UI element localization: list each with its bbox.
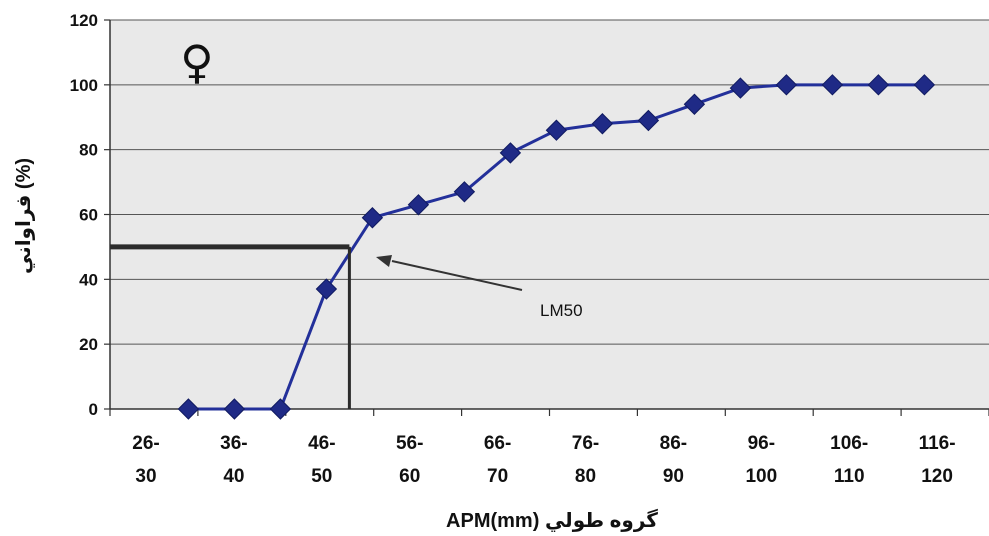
- x-tick-label-bottom: 30: [135, 466, 156, 487]
- y-axis-ticks: 0 20 40 60 80 100 120: [70, 11, 110, 419]
- data-point-marker: [821, 74, 844, 96]
- data-series: [177, 74, 936, 420]
- y-tick-label: 100: [70, 76, 98, 95]
- x-tick-label-bottom: 110: [834, 466, 865, 487]
- y-tick-label: 80: [79, 141, 98, 160]
- gridlines: [109, 19, 989, 410]
- x-tick-label-bottom: 50: [311, 466, 332, 487]
- x-tick-label-top: 116-: [919, 433, 956, 454]
- data-point-marker: [407, 194, 430, 216]
- data-point-marker: [683, 93, 706, 115]
- y-tick-label: 0: [89, 400, 98, 419]
- y-axis-title: (%) فراواني: [13, 158, 36, 274]
- data-point-marker: [361, 207, 384, 229]
- x-tick-label-bottom: 40: [223, 466, 244, 487]
- x-tick-label-top: 36-: [220, 433, 247, 454]
- data-point-marker: [223, 398, 246, 420]
- x-tick-label-top: 76-: [572, 433, 599, 454]
- data-point-marker: [867, 74, 890, 96]
- data-point-marker: [913, 74, 936, 96]
- data-point-marker: [591, 113, 614, 135]
- x-tick-label-top: 106-: [830, 433, 868, 454]
- lm50-reference: [110, 244, 523, 409]
- data-point-marker: [315, 278, 338, 300]
- data-point-marker: [545, 119, 568, 141]
- x-tick-label-top: 66-: [484, 433, 511, 454]
- annotation-arrow-line: [391, 260, 523, 291]
- x-tick-label-bottom: 80: [575, 466, 596, 487]
- data-point-marker: [499, 142, 522, 164]
- data-point-marker: [637, 109, 660, 132]
- lm50-label: LM50: [540, 301, 583, 320]
- y-tick-label: 40: [79, 270, 98, 289]
- data-point-marker: [177, 398, 200, 420]
- x-tick-label-bottom: 100: [745, 466, 777, 487]
- annotation-arrowhead: [376, 255, 392, 267]
- x-axis-ticks: 26- 30 36- 40 46- 50 56- 60 66- 70 76- 80 86- 90 96- 10…: [109, 409, 989, 487]
- x-tick-label-top: 46-: [308, 433, 335, 454]
- x-axis-title: گروه طولي APM(mm): [446, 508, 658, 533]
- x-tick-label-top: 26-: [132, 433, 159, 454]
- x-tick-label-bottom: 60: [399, 466, 420, 487]
- x-tick-label-top: 96-: [748, 433, 775, 454]
- female-symbol-icon: ♀: [180, 35, 214, 89]
- y-tick-label: 60: [79, 206, 98, 225]
- x-tick-label-bottom: 70: [487, 466, 508, 487]
- data-point-marker: [775, 74, 798, 96]
- x-tick-label-top: 86-: [660, 433, 687, 454]
- x-tick-label-bottom: 120: [921, 466, 953, 487]
- data-point-marker: [729, 77, 752, 99]
- y-tick-label: 20: [79, 335, 98, 354]
- x-tick-label-bottom: 90: [663, 466, 684, 487]
- x-tick-label-top: 56-: [396, 433, 423, 454]
- y-tick-label: 120: [70, 11, 98, 30]
- data-point-marker: [453, 181, 476, 203]
- data-point-marker: [269, 398, 292, 420]
